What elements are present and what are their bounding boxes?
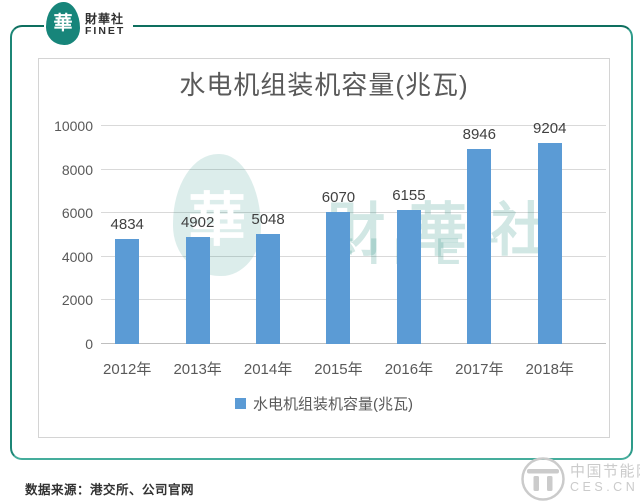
plot-area: 0 2000 4000 6000 8000 10000 4834 4902 5048 6070 61… bbox=[54, 118, 606, 352]
y-axis-tick: 2000 bbox=[61, 292, 93, 309]
bar-slot: 9204 bbox=[515, 120, 585, 344]
bar-value-label: 8946 bbox=[462, 125, 496, 143]
finet-gourd-icon: 華 bbox=[46, 2, 80, 45]
x-axis-labels: 2012年 2013年 2014年 2015年 2016年 2017年 2018年 bbox=[92, 358, 585, 379]
ces-site-name-cn: 中国节能网 bbox=[570, 463, 640, 480]
decorative-frame bbox=[10, 25, 633, 460]
bar-slot: 8946 bbox=[444, 126, 514, 344]
x-axis-label: 2018年 bbox=[525, 361, 574, 378]
bar-2017年 bbox=[467, 148, 492, 344]
brand-name-cn: 財華社 bbox=[85, 12, 125, 26]
legend-marker bbox=[235, 398, 246, 409]
x-axis-label: 2013年 bbox=[173, 361, 222, 378]
ces-watermark: 中国节能网 CES.CN bbox=[520, 456, 640, 502]
gridline bbox=[101, 343, 606, 344]
finet-brand-logo: 華 財華社 FINET bbox=[44, 0, 134, 50]
bar-2014年 bbox=[256, 233, 281, 344]
bar-value-label: 4902 bbox=[180, 214, 215, 232]
bar-value-label: 6155 bbox=[392, 186, 426, 204]
finet-brand-names: 財華社 FINET bbox=[85, 13, 125, 37]
bar-2016年 bbox=[396, 209, 421, 344]
chart-legend: 水电机组装机容量(兆瓦) bbox=[39, 393, 609, 414]
finet-gourd-glyph: 華 bbox=[53, 13, 73, 34]
gridline bbox=[101, 168, 606, 170]
x-axis-label: 2016年 bbox=[384, 361, 434, 378]
ces-site-name-en: CES.CN bbox=[570, 480, 639, 494]
bar-slot: 5048 bbox=[233, 126, 303, 344]
chart-title: 水电机组装机容量(兆瓦) bbox=[179, 70, 469, 100]
bar-2013年 bbox=[185, 237, 210, 344]
bar-value-label: 9204 bbox=[533, 120, 567, 138]
y-axis-tick: 10000 bbox=[54, 118, 93, 134]
ces-emblem-icon bbox=[521, 457, 565, 501]
bar-value-label: 6070 bbox=[321, 188, 356, 206]
bar-slot: 6155 bbox=[374, 126, 444, 344]
x-axis-label: 2012年 bbox=[103, 361, 152, 378]
data-source-note: 数据来源：港交所、公司官网 bbox=[25, 483, 195, 497]
bar-slot: 4834 bbox=[92, 126, 162, 344]
legend-label: 水电机组装机容量(兆瓦) bbox=[253, 396, 413, 413]
gridline bbox=[101, 212, 606, 214]
gridline bbox=[101, 299, 606, 301]
bar-slot: 4902 bbox=[162, 126, 232, 344]
gridline bbox=[101, 255, 606, 257]
bar-value-label: 5048 bbox=[251, 210, 285, 228]
bar-2015年 bbox=[326, 211, 351, 344]
bar-2012年 bbox=[115, 238, 140, 344]
bar-slot: 6070 bbox=[303, 126, 373, 344]
bar-2018年 bbox=[537, 143, 562, 344]
x-axis-label: 2015年 bbox=[314, 361, 363, 378]
y-axis-tick: 0 bbox=[85, 336, 93, 352]
ces-watermark-text: 中国节能网 CES.CN bbox=[570, 463, 640, 495]
gridline bbox=[101, 125, 606, 126]
x-axis-label: 2017年 bbox=[455, 361, 504, 378]
chart-container: 水电机组装机容量(兆瓦) 華 財華社 FINET 0 2000 4000 6000 80… bbox=[38, 58, 610, 438]
x-axis-label: 2014年 bbox=[243, 361, 293, 378]
bars-row: 4834 4902 5048 6070 6155 8946 9204 bbox=[92, 120, 585, 344]
y-axis-tick: 4000 bbox=[61, 248, 93, 265]
y-axis-tick: 8000 bbox=[61, 161, 93, 178]
bar-value-label: 4834 bbox=[110, 215, 144, 233]
brand-name-en: FINET bbox=[85, 25, 126, 37]
y-axis-tick: 6000 bbox=[61, 205, 93, 222]
